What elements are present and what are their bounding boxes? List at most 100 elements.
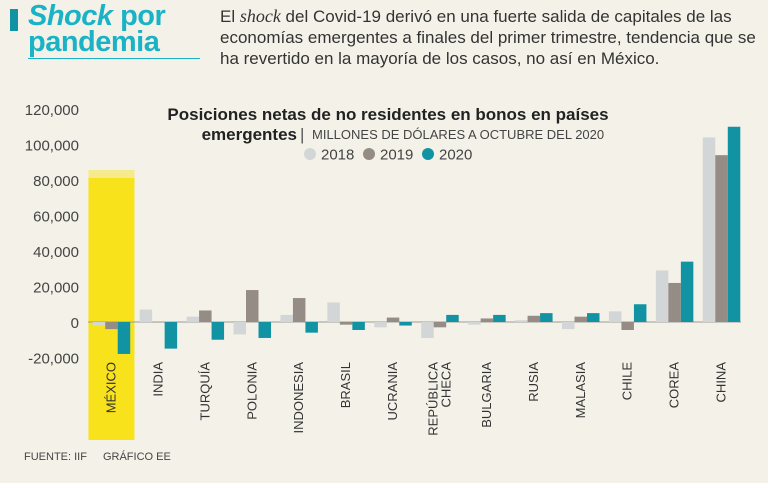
bar-2018: [139, 309, 153, 322]
y-tick-label: 120,000: [25, 102, 79, 119]
bar-2019: [152, 322, 165, 323]
category-label: CHINA: [714, 362, 729, 403]
category-label-line: REPÚBLICA: [425, 362, 440, 436]
bar-2020: [352, 322, 365, 330]
category-label-line: POLONIA: [244, 362, 259, 420]
bar-2018: [515, 320, 528, 322]
bar-2019: [339, 322, 353, 325]
bar-2018: [327, 302, 340, 322]
bar-2018: [186, 316, 200, 322]
category-label: TURQUÍA: [197, 362, 212, 421]
bar-2020: [727, 126, 741, 322]
category-label: COREA: [667, 362, 682, 409]
bar-2018: [92, 322, 106, 326]
category-label-line: COREA: [667, 362, 682, 409]
category-label-line: TURQUÍA: [197, 362, 212, 421]
bar-2018: [233, 322, 246, 335]
brand-title: Shock por pandemia: [28, 0, 166, 58]
legend-label-2018: 2018: [321, 147, 354, 164]
chart-title-line2: emergentes: [202, 125, 297, 144]
brand-underline: [28, 58, 200, 59]
category-label-line: CHECA: [438, 362, 453, 408]
bar-2020: [399, 322, 412, 326]
category-label: INDIA: [150, 362, 165, 397]
bar-2019: [199, 310, 212, 322]
bar-2019: [105, 322, 118, 330]
intro-text-shock: shock: [239, 6, 281, 26]
bar-2019: [668, 282, 681, 322]
intro-text: El shock del Covid-19 derivó en una fuer…: [220, 6, 760, 69]
category-label: MALASIA: [573, 362, 588, 419]
bar-2019: [292, 298, 306, 322]
bar-2020: [117, 322, 131, 354]
bar-2019: [246, 290, 259, 322]
bar-2018: [608, 311, 622, 322]
bar-2018: [655, 270, 669, 322]
bar-2018: [562, 322, 575, 330]
bar-2018: [421, 322, 434, 338]
highlight-column: [88, 178, 135, 440]
category-label: BULGARIA: [479, 362, 494, 428]
bar-2020: [680, 261, 694, 322]
category-label: REPÚBLICACHECA: [425, 362, 453, 436]
footer-credits: FUENTE: IIF GRÁFICO EE: [24, 451, 171, 463]
bar-2018: [702, 137, 716, 322]
y-tick-label: 60,000: [33, 209, 79, 226]
y-tick-label: 100,000: [25, 138, 79, 155]
category-label: CHILE: [620, 362, 635, 401]
intro-text-pre: El: [220, 7, 240, 26]
y-tick-label: 20,000: [33, 280, 79, 297]
bar-2018: [280, 314, 293, 322]
category-label-line: BRASIL: [338, 362, 353, 408]
chart-subtitle: MILLONES DE DÓLARES A OCTUBRE DEL 2020: [312, 127, 604, 142]
brand-title-word-pandemia: pandemia: [28, 26, 160, 58]
legend-label-2020: 2020: [439, 147, 472, 164]
category-label: MÉXICO: [103, 362, 118, 413]
chart-title-line1: Posiciones netas de no residentes en bon…: [167, 105, 608, 124]
legend-marker-2018: [304, 148, 316, 160]
y-tick-label: -20,000: [28, 351, 79, 368]
bar-2019: [480, 318, 494, 322]
category-label-line: CHILE: [620, 362, 635, 401]
category-label-line: CHINA: [714, 362, 729, 403]
category-label-line: UCRANIA: [385, 362, 400, 421]
legend-marker-2020: [422, 148, 434, 160]
y-tick-label: 80,000: [33, 173, 79, 190]
bar-2019: [386, 317, 400, 322]
brand-title-word-shock: Shock: [28, 0, 113, 32]
bar-2019: [715, 155, 728, 322]
legend-label-2019: 2019: [380, 147, 413, 164]
bar-2018: [468, 322, 481, 325]
highlight-column-fade: [88, 170, 135, 180]
legend-marker-2019: [363, 148, 375, 160]
category-label-line: RUSIA: [526, 362, 541, 402]
category-label-line: BULGARIA: [479, 362, 494, 428]
bar-2020: [446, 314, 459, 322]
bar-2019: [527, 315, 541, 322]
bar-2020: [493, 314, 506, 322]
bar-2020: [211, 322, 225, 340]
category-label-line: INDIA: [150, 362, 165, 397]
category-label: BRASIL: [338, 362, 353, 408]
bar-2019: [433, 322, 447, 328]
category-label: INDONESIA: [291, 362, 306, 434]
bar-2020: [258, 322, 271, 338]
bar-2020: [305, 322, 318, 333]
category-label: POLONIA: [244, 362, 259, 420]
intro-text-post: del Covid-19 derivó en una fuerte salida…: [220, 7, 756, 68]
header-accent-bar: [10, 9, 18, 31]
bar-2020: [540, 313, 553, 322]
bar-2020: [633, 304, 647, 322]
bar-2019: [621, 322, 634, 330]
footer-graphic: GRÁFICO EE: [102, 451, 171, 463]
category-label-line: INDONESIA: [291, 362, 306, 434]
bar-2019: [574, 316, 587, 322]
brand-title-word-por: por: [112, 0, 166, 32]
category-label: RUSIA: [526, 362, 541, 402]
bar-2018: [374, 322, 387, 328]
bar-2020: [587, 313, 600, 322]
category-label: UCRANIA: [385, 362, 400, 421]
y-tick-label: 0: [71, 315, 79, 332]
category-label-line: MALASIA: [573, 362, 588, 419]
